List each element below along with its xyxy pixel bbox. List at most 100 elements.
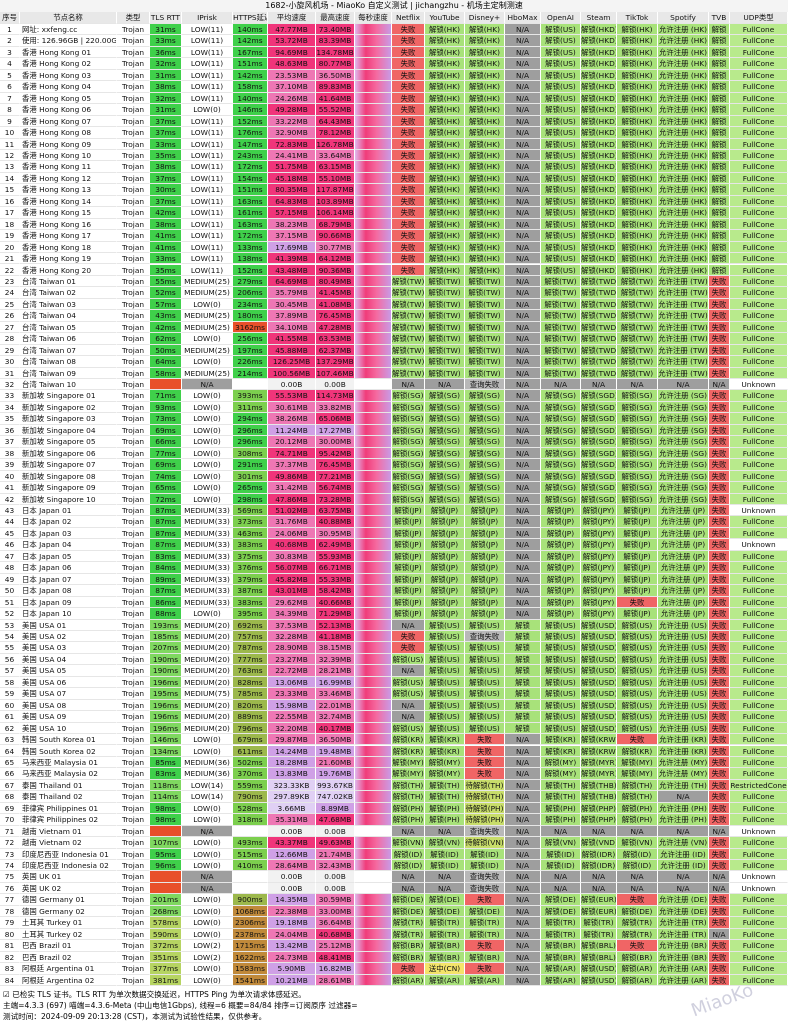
table-cell: 解锁(HK) — [617, 218, 658, 231]
table-cell: 207ms — [150, 642, 182, 654]
table-cell: 解锁(SG) — [541, 447, 581, 460]
table-cell: N/A — [505, 596, 541, 609]
table-cell: N/A — [658, 825, 709, 838]
table-cell: 解锁(ID) — [392, 848, 425, 860]
table-cell: Trojan — [117, 539, 150, 551]
table-cell: 30.95MB — [316, 527, 355, 540]
column-header: Netflix — [392, 12, 425, 24]
table-cell: 解锁(TW) — [617, 275, 658, 288]
table-cell: 117.87MB — [316, 184, 355, 196]
table-cell: 解锁(SG) — [617, 424, 658, 437]
table-cell: 解锁(BR) — [425, 951, 465, 964]
table-cell: LOW(11) — [182, 184, 233, 196]
table-cell: FullCone — [730, 653, 788, 666]
table-cell: 失败 — [709, 814, 730, 826]
table-cell: LOW(11) — [182, 241, 233, 254]
table-cell — [233, 871, 268, 883]
table-cell: 解锁 — [709, 46, 730, 59]
table-cell: FullCone — [730, 104, 788, 116]
table-cell: 允许注册 (TW) — [658, 333, 709, 345]
table-cell: N/A — [505, 172, 541, 185]
table-cell — [150, 825, 182, 838]
table-cell: 解锁(ID) — [425, 860, 465, 872]
table-cell: 解锁(TW) — [392, 344, 425, 357]
speed-sparkline — [355, 711, 392, 723]
table-cell: 解锁 — [505, 688, 541, 700]
table-cell: 83.39MB — [316, 35, 355, 47]
table-cell: 80.35MB — [268, 184, 316, 196]
speed-sparkline — [355, 550, 392, 563]
table-cell: 33.64MB — [316, 149, 355, 162]
table-cell: 41.18MB — [316, 630, 355, 643]
table-cell: 解锁(ID) — [425, 848, 465, 860]
table-cell: 163ms — [233, 218, 268, 231]
table-cell: 15 — [0, 184, 20, 196]
table-cell: 解锁(HK) — [425, 104, 465, 116]
table-cell: 74ms — [150, 470, 182, 483]
table-cell: 解锁(TW) — [617, 298, 658, 311]
table-cell: 解锁(PH) — [541, 814, 581, 826]
table-cell: 解锁(IDR) — [581, 848, 617, 860]
table-cell: FullCone — [730, 940, 788, 952]
table-cell: 解锁(US) — [617, 630, 658, 643]
speed-sparkline — [355, 275, 392, 288]
table-cell: Trojan — [117, 963, 150, 975]
table-cell: 解锁(TR) — [581, 917, 617, 929]
table-cell: 解锁(US) — [541, 127, 581, 139]
table-cell: 解锁(TR) — [425, 928, 465, 941]
table-cell: 解锁(JP) — [465, 585, 505, 597]
table-cell: N/A — [505, 550, 541, 563]
table-cell: 允许注册 (JP) — [658, 562, 709, 574]
table-cell: 解锁(SG) — [541, 424, 581, 437]
table-cell: 515ms — [233, 848, 268, 860]
table-cell: 解锁(US) — [617, 619, 658, 631]
table-cell: 失败 — [709, 642, 730, 654]
table-cell: N/A — [505, 459, 541, 471]
table-cell: 允许注册 (VN) — [658, 837, 709, 849]
table-cell: FullCone — [730, 367, 788, 379]
table-cell: 解锁(JPY) — [581, 539, 617, 551]
table-cell: N/A — [505, 379, 541, 391]
speed-sparkline — [355, 104, 392, 116]
table-cell: 失败 — [392, 104, 425, 116]
column-header: 类型 — [117, 12, 150, 24]
table-cell: 失败 — [392, 138, 425, 150]
speed-sparkline — [355, 264, 392, 276]
table-cell: FullCone — [730, 470, 788, 483]
table-cell: 28.21MB — [316, 665, 355, 677]
table-cell: 解锁(JP) — [541, 550, 581, 563]
table-cell: 193ms — [150, 619, 182, 631]
table-cell: N/A — [581, 871, 617, 883]
table-cell: 解锁(PH) — [425, 814, 465, 826]
table-cell: 失败 — [709, 493, 730, 505]
table-cell: 58.42MB — [316, 585, 355, 597]
table-cell: LOW(0) — [182, 493, 233, 505]
table-cell: 失败 — [709, 310, 730, 322]
table-cell: 失败 — [709, 768, 730, 780]
table-cell: 允许注册 (US) — [658, 619, 709, 631]
table-cell: 81 — [0, 940, 20, 952]
table-cell: 900ms — [233, 894, 268, 906]
table-cell: 190ms — [150, 665, 182, 677]
table-cell: 解锁(US) — [541, 688, 581, 700]
table-cell: 失败 — [392, 630, 425, 643]
table-cell: 解锁(JP) — [465, 505, 505, 517]
table-cell: 67 — [0, 779, 20, 792]
column-header: 节点名称 — [20, 12, 117, 24]
table-cell: 失败 — [709, 550, 730, 563]
table-cell: 43.01MB — [268, 585, 316, 597]
table-cell: 34.10MB — [268, 321, 316, 334]
table-cell: 失败 — [392, 207, 425, 219]
table-cell: Unknown — [730, 882, 788, 895]
table-cell: 77ms — [150, 447, 182, 460]
speed-sparkline — [355, 814, 392, 826]
table-cell: 允许注册 (HK) — [658, 81, 709, 93]
table-cell: 失败 — [709, 688, 730, 700]
table-cell: 65 — [0, 756, 20, 769]
table-cell: 解锁(SG) — [465, 390, 505, 402]
table-cell: 新加坡 Singapore 06 — [20, 447, 117, 460]
table-cell: 巴西 Brazil 01 — [20, 940, 117, 952]
speed-sparkline — [355, 653, 392, 666]
table-cell: 允许注册 (HK) — [658, 161, 709, 173]
table-cell: 失败 — [465, 734, 505, 746]
